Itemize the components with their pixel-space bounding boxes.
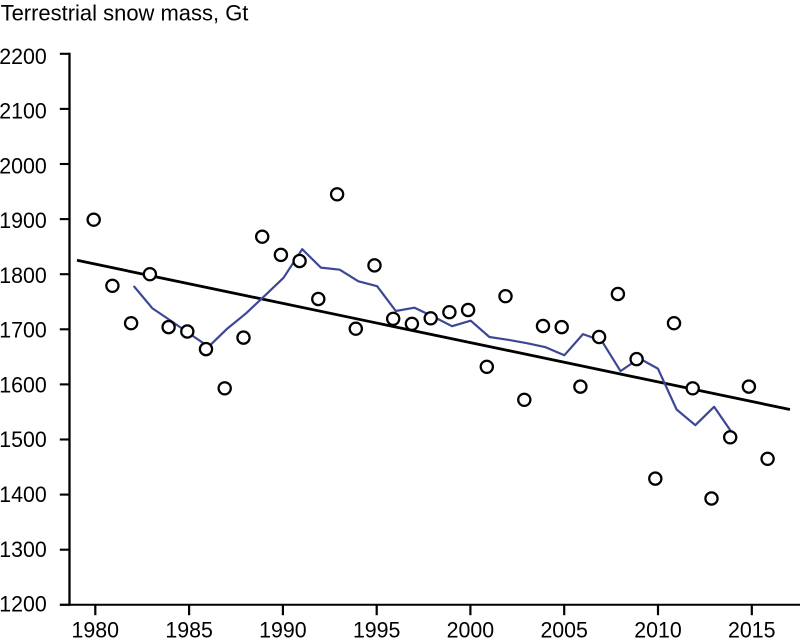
svg-text:1990: 1990 [259, 617, 307, 640]
svg-text:2100: 2100 [0, 99, 47, 124]
svg-text:1300: 1300 [0, 537, 47, 562]
svg-text:1900: 1900 [0, 208, 47, 233]
svg-text:2000: 2000 [447, 617, 495, 640]
svg-text:1500: 1500 [0, 427, 47, 452]
svg-text:1600: 1600 [0, 373, 47, 398]
svg-text:1980: 1980 [72, 617, 120, 640]
svg-text:1700: 1700 [0, 318, 47, 343]
svg-text:Terrestrial snow mass, Gt: Terrestrial snow mass, Gt [1, 0, 249, 25]
svg-text:2000: 2000 [0, 153, 47, 178]
svg-text:2200: 2200 [0, 44, 47, 69]
svg-text:1800: 1800 [0, 263, 47, 288]
svg-text:1200: 1200 [0, 592, 47, 617]
svg-text:1995: 1995 [353, 617, 401, 640]
svg-text:1985: 1985 [165, 617, 213, 640]
svg-text:2015: 2015 [728, 617, 776, 640]
svg-text:2005: 2005 [540, 617, 588, 640]
svg-text:1400: 1400 [0, 482, 47, 507]
svg-text:2010: 2010 [634, 617, 682, 640]
